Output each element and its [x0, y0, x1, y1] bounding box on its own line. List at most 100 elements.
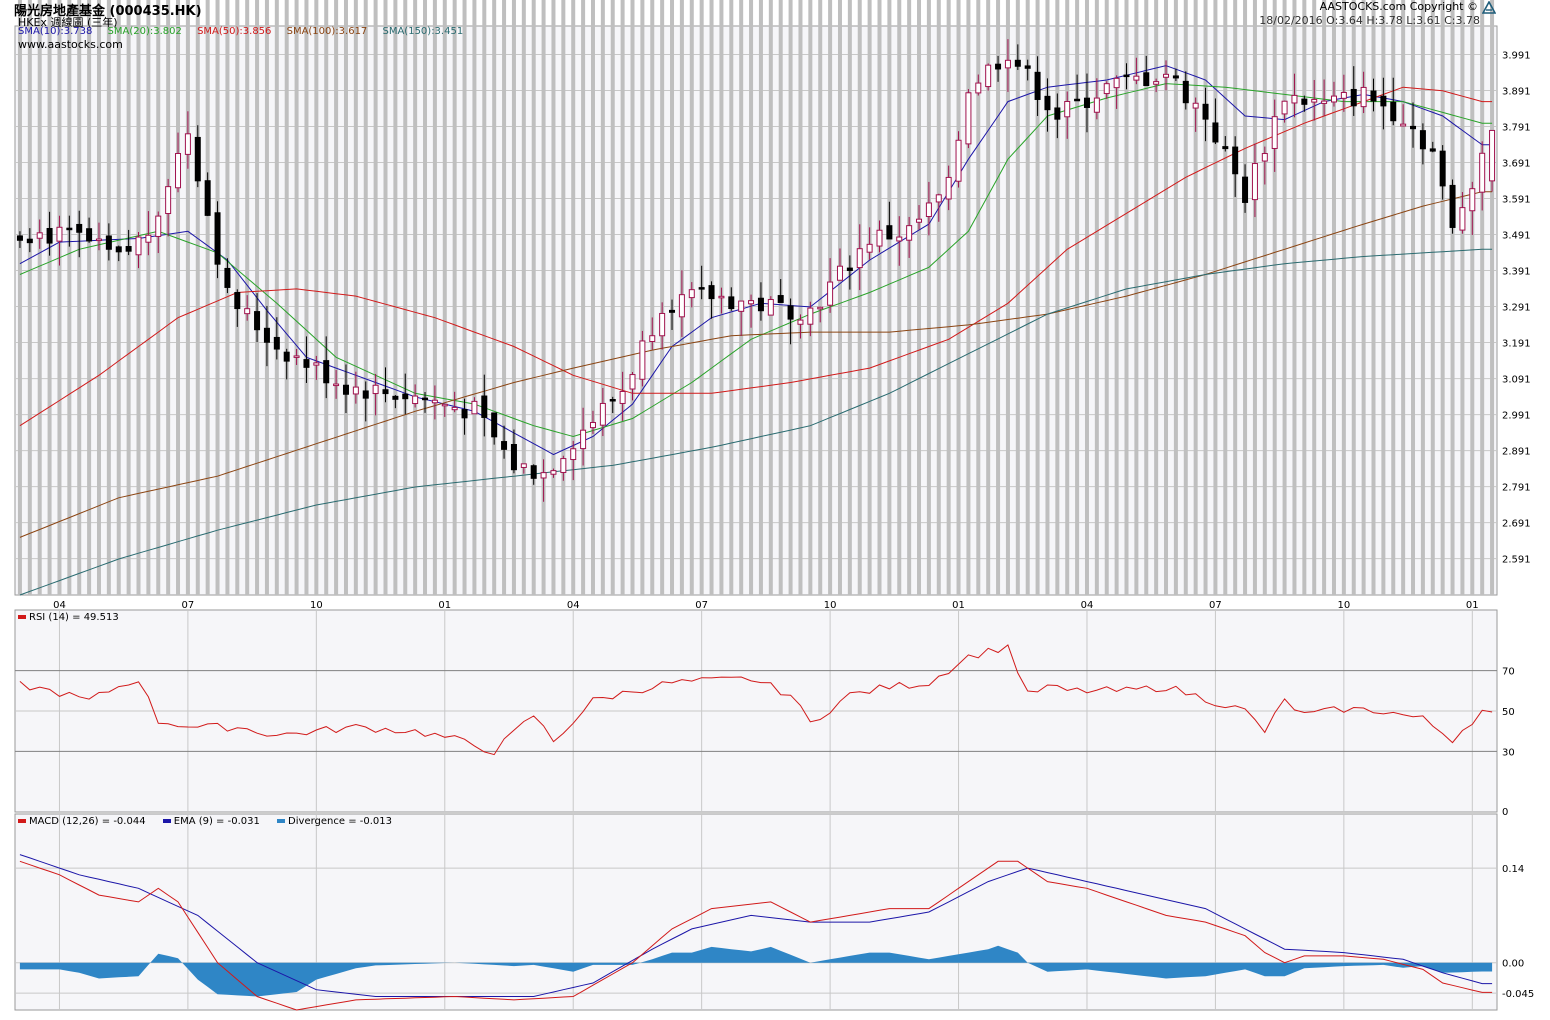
candle-body — [599, 402, 606, 426]
website-label: www.aastocks.com — [18, 38, 123, 51]
price-tick-label: 3.691 — [1502, 158, 1531, 169]
volume-bar — [176, 0, 181, 595]
candle-body — [66, 227, 73, 231]
price-tick-label: 3.791 — [1502, 122, 1531, 133]
candle-body — [273, 336, 280, 350]
volume-bar — [936, 0, 941, 595]
volume-bar — [432, 0, 437, 595]
x-tick-label: 04 — [53, 600, 66, 611]
volume-bar — [1420, 0, 1425, 595]
x-tick-label: 01 — [952, 600, 965, 611]
volume-bar — [96, 0, 101, 595]
volume-bar — [996, 0, 1001, 595]
macd-swatch — [18, 819, 26, 823]
volume-bar — [1490, 0, 1495, 595]
candle-body — [422, 397, 429, 401]
volume-bar — [205, 0, 210, 595]
volume-bar — [670, 0, 675, 595]
sma50-legend: SMA(50):3.856 — [197, 26, 272, 37]
candle-body — [787, 305, 794, 320]
candle-body — [254, 311, 261, 331]
volume-bar — [452, 0, 457, 595]
sma100-legend: SMA(100):3.617 — [286, 26, 368, 37]
candle-body — [491, 412, 498, 438]
candle-body — [876, 229, 883, 247]
volume-bar — [1005, 0, 1010, 595]
volume-bar — [442, 0, 447, 595]
chart-subtitle: HKEx 週線圖 (三年) — [18, 16, 118, 29]
candle-body — [1202, 103, 1209, 120]
candle-body — [1311, 98, 1318, 103]
candle-body — [1459, 207, 1466, 231]
candle-body — [1350, 88, 1357, 107]
volume-bar — [1312, 0, 1317, 595]
candle-body — [175, 153, 182, 189]
candle-body — [1390, 101, 1397, 122]
rsi-line — [19, 644, 1493, 756]
candle-body — [382, 389, 389, 395]
volume-bar — [1480, 0, 1485, 595]
volume-bar — [1470, 0, 1475, 595]
price-tick-label: 3.191 — [1502, 339, 1531, 350]
candle-body — [1291, 94, 1298, 104]
volume-bar — [324, 0, 329, 595]
candle-body — [708, 285, 715, 300]
ema-swatch — [162, 819, 171, 823]
volume-bar — [521, 0, 526, 595]
volume-bar — [986, 0, 991, 595]
x-tick-label: 10 — [824, 600, 837, 611]
price-tick-label: 2.991 — [1502, 411, 1531, 422]
sma20-legend: SMA(20):3.802 — [107, 26, 182, 37]
candle-body — [342, 384, 349, 395]
x-tick-label: 07 — [182, 600, 195, 611]
candle-body — [145, 234, 152, 243]
volume-bar — [1440, 0, 1445, 595]
x-tick-label: 04 — [1081, 600, 1094, 611]
macd-label: MACD (12,26) = -0.044 — [29, 816, 146, 827]
candle-body — [303, 359, 310, 368]
volume-bar — [1252, 0, 1257, 595]
volume-bar — [1460, 0, 1465, 595]
volume-bar — [847, 0, 852, 595]
candle-body — [669, 309, 676, 313]
candle-body — [1330, 95, 1337, 103]
volume-bar — [1094, 0, 1099, 595]
candle-body — [1123, 74, 1130, 78]
sma-line-SMA(100) — [19, 191, 1493, 538]
volume-bar — [1233, 0, 1238, 595]
volume-bar — [57, 0, 62, 595]
volume-bar — [304, 0, 309, 595]
volume-bar — [343, 0, 348, 595]
macd-line — [19, 860, 1493, 1011]
ema-line — [19, 854, 1493, 997]
volume-bar — [1322, 0, 1327, 595]
candle-body — [1054, 107, 1061, 120]
volume-bar — [146, 0, 151, 595]
candle-body — [589, 422, 596, 429]
volume-bar — [561, 0, 566, 595]
candle-body — [955, 139, 962, 182]
volume-bar — [126, 0, 131, 595]
candle-body — [510, 444, 517, 471]
volume-bar — [363, 0, 368, 595]
candle-body — [204, 180, 211, 216]
volume-bar — [383, 0, 388, 595]
candle-body — [827, 281, 834, 306]
candle-body — [570, 448, 577, 461]
volume-bar — [225, 0, 230, 595]
candle-body — [461, 409, 468, 419]
volume-bar — [77, 0, 82, 595]
volume-bar — [541, 0, 546, 595]
candle-body — [659, 312, 666, 337]
candle-body — [985, 64, 992, 88]
rsi-tick-label: 0 — [1502, 807, 1508, 818]
volume-bar — [788, 0, 793, 595]
rsi-tick-label: 30 — [1502, 747, 1515, 758]
volume-bar — [660, 0, 665, 595]
candle-body — [1172, 75, 1179, 79]
macd-tick-label: -0.045 — [1502, 989, 1534, 1000]
rsi-swatch — [18, 615, 26, 619]
candle-body — [896, 236, 903, 242]
volume-bar — [1381, 0, 1386, 595]
volume-bar — [413, 0, 418, 595]
